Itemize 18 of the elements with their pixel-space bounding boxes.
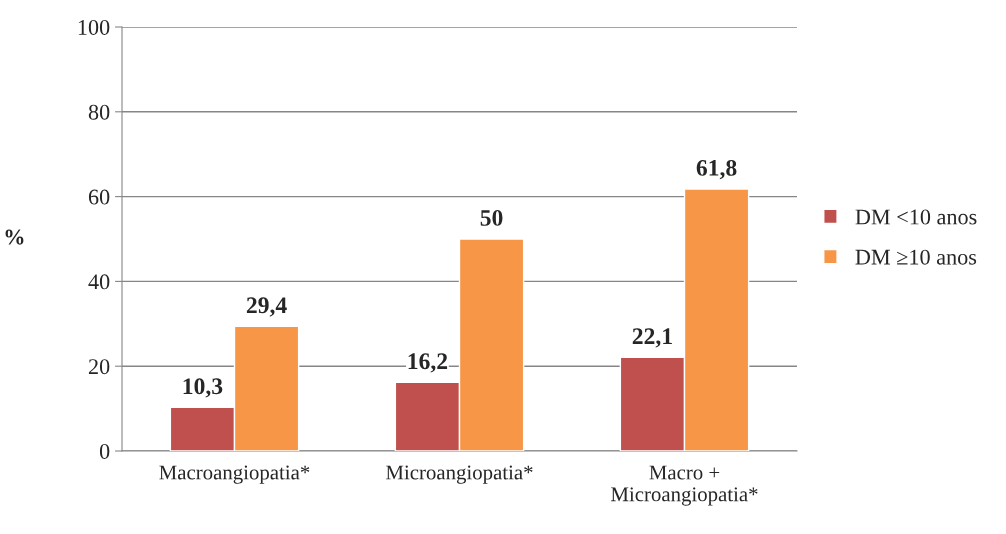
- data-label: 50: [480, 209, 503, 226]
- data-label: 61,8: [696, 159, 737, 180]
- y-tick-label: 80: [88, 104, 110, 120]
- y-tick-label: 60: [88, 189, 110, 205]
- data-label: 10,3: [183, 378, 223, 398]
- x-tick-label: Macroangiopatia*: [159, 465, 310, 484]
- data-label: 16,2: [408, 353, 448, 373]
- y-tick-label: 20: [88, 359, 110, 375]
- data-label: 22,1: [632, 328, 672, 348]
- y-tick-label: 40: [88, 274, 110, 290]
- x-tick-label: Microangiopatia*: [386, 465, 533, 484]
- y-axis-title: %: [5, 229, 24, 245]
- legend-label: DM <10 anos: [855, 209, 977, 225]
- y-tick-label: 0: [99, 443, 110, 459]
- x-tick-label: Macro + Microangiopatia*: [611, 465, 758, 506]
- data-label: 29,4: [246, 297, 287, 317]
- legend-label: DM ≥10 anos: [855, 249, 977, 265]
- y-tick-label: 100: [78, 19, 110, 35]
